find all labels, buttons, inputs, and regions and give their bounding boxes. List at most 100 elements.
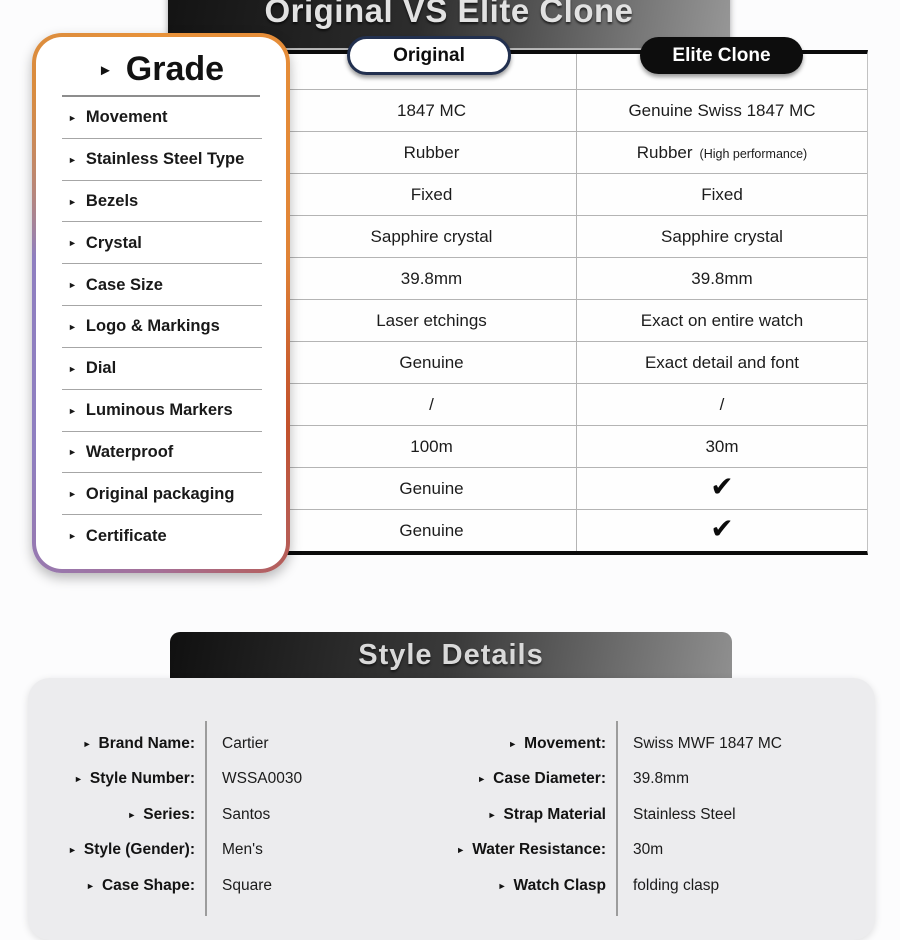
comparison-banner-title: Original VS Elite Clone [264,0,634,29]
detail-label-text: Style (Gender): [83,841,195,859]
clone-value: Exact on entire watch [640,310,804,330]
triangle-bullet-icon: ► [477,774,487,785]
detail-label-series: ► Series: [40,797,205,833]
triangle-bullet-icon: ► [487,809,497,820]
detail-label-strap-material: ► Strap Material [448,797,616,833]
table-row-original-packaging: Genuine ✔ [287,467,867,509]
detail-label-watch-clasp: ► Watch Clasp [448,868,616,904]
table-row-dial: Genuine Exact detail and font [287,341,867,383]
detail-value-series: Santos [222,805,271,823]
clone-value: Sapphire crystal [661,226,783,246]
detail-label-water-resistance: ► Water Resistance: [448,833,616,869]
triangle-bullet-icon: ► [68,321,77,332]
detail-value-movement: Swiss MWF 1847 MC [633,734,782,752]
detail-label-text: Case Diameter: [493,770,606,788]
detail-value-watch-clasp: folding clasp [633,876,720,894]
triangle-bullet-icon: ► [456,845,466,856]
original-value: Genuine [287,468,577,509]
sidebar-item-label: Crystal [85,233,142,252]
sidebar-item-crystal: ► Crystal [36,222,286,265]
detail-label-text: Movement: [524,734,606,752]
clone-value: Exact detail and font [644,352,800,372]
sidebar-item-label: Original packaging [85,484,235,503]
detail-label-brand-name: ► Brand Name: [40,726,205,762]
clone-value: Genuine Swiss 1847 MC [628,100,816,120]
sidebar-item-luminous-markers: ► Luminous Markers [36,390,286,432]
triangle-bullet-icon: ► [68,405,77,416]
triangle-bullet-icon: ► [127,809,137,820]
original-value: / [287,384,577,425]
triangle-bullet-icon: ► [68,363,77,374]
check-icon: ✔ [710,512,734,544]
table-row-certificate: Genuine ✔ [287,509,867,551]
clone-value: / [719,394,725,414]
table-header-row [287,54,867,89]
detail-label-text: Style Number: [89,770,195,788]
clone-value: 30m [705,436,739,456]
sidebar-item-label: Movement [85,108,168,127]
triangle-bullet-icon: ► [68,531,77,542]
style-details-left-group: ► Brand Name: ► Style Number: ► Series: ► St… [40,721,302,916]
detail-label-text: Watch Clasp [513,876,606,894]
table-row-waterproof: 100m 30m [287,425,867,467]
original-value: 39.8mm [287,258,577,299]
clone-value: Rubber [636,142,693,162]
sidebar-title-row: ► Grade [36,43,286,95]
detail-label-text: Case Shape: [101,876,195,894]
original-column-badge: Original [347,36,511,75]
header-cell-original [287,54,577,89]
detail-label-case-diameter: ► Case Diameter: [448,762,616,798]
sidebar-items: ► Movement ► Stainless Steel Type ► Bezels … [36,97,286,557]
detail-label-text: Strap Material [503,805,606,823]
sidebar-item-label: Waterproof [85,442,174,461]
detail-labels: ► Brand Name: ► Style Number: ► Series: ► St… [40,726,205,916]
clone-value: Fixed [701,184,743,204]
detail-value-brand-name: Cartier [222,734,269,752]
table-row-case-size: 39.8mm 39.8mm [287,257,867,299]
sidebar-item-waterproof: ► Waterproof [36,432,286,474]
triangle-bullet-icon: ► [67,845,77,856]
triangle-bullet-icon: ► [68,447,77,458]
original-value: Rubber [287,132,577,173]
original-value: Genuine [287,342,577,383]
detail-values: Swiss MWF 1847 MC 39.8mm Stainless Steel… [618,726,782,916]
detail-label-text: Water Resistance: [472,841,606,859]
style-details-title: Style Details [358,638,544,671]
triangle-bullet-icon: ► [73,774,83,785]
sidebar-item-label: Dial [85,359,117,378]
table-row-logo-markings: Laser etchings Exact on entire watch [287,299,867,341]
triangle-bullet-icon: ► [68,154,77,165]
style-details-panel [28,678,875,940]
sidebar-item-label: Bezels [85,192,139,211]
triangle-bullet-icon: ► [68,489,77,500]
detail-label-text: Brand Name: [98,734,195,752]
triangle-bullet-icon: ► [86,880,95,891]
table-row-luminous-markers: / / [287,383,867,425]
triangle-bullet-icon: ► [68,280,77,291]
elite-clone-column-badge: Elite Clone [640,37,803,74]
sidebar-item-label: Case Size [85,275,163,294]
triangle-bullet-icon: ► [68,238,77,249]
sidebar-item-label: Luminous Markers [85,401,233,420]
triangle-bullet-icon: ► [497,880,507,891]
sidebar-item-dial: ► Dial [36,348,286,390]
sidebar-item-original-packaging: ► Original packaging [36,473,286,515]
grade-sidebar: ► Grade ► Movement ► Stainless Steel Type … [32,33,290,573]
sidebar-item-label: Certificate [85,526,167,545]
triangle-bullet-icon: ► [68,196,77,207]
sidebar-item-movement: ► Movement [36,97,286,139]
style-details-right-group: ► Movement: ► Case Diameter: ► Strap Materi… [448,721,782,916]
detail-values: Cartier WSSA0030 Santos Men's Square [207,726,302,916]
table-row-bezels: Fixed Fixed [287,173,867,215]
original-value: Laser etchings [287,300,577,341]
vertical-divider [616,721,618,916]
table-row-crystal: Sapphire crystal Sapphire crystal [287,215,867,257]
detail-label-style-gender: ► Style (Gender): [40,833,205,869]
check-icon: ✔ [710,470,734,502]
clone-value: 39.8mm [691,268,753,288]
grade-sidebar-inner: ► Grade ► Movement ► Stainless Steel Type … [36,37,286,569]
sidebar-item-case-size: ► Case Size [36,264,286,306]
detail-value-style-gender: Men's [222,841,263,859]
detail-value-water-resistance: 30m [633,841,664,859]
original-value: Genuine [287,510,577,551]
